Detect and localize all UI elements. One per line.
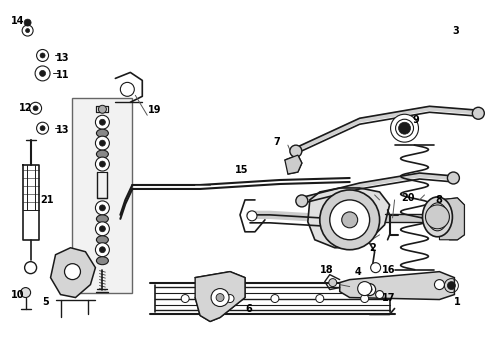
- Circle shape: [246, 211, 256, 221]
- Circle shape: [366, 287, 371, 292]
- Circle shape: [341, 212, 357, 228]
- Circle shape: [357, 213, 367, 223]
- Circle shape: [64, 264, 81, 280]
- Circle shape: [181, 294, 189, 302]
- Circle shape: [99, 205, 105, 211]
- Circle shape: [99, 140, 105, 146]
- Text: 7: 7: [272, 137, 279, 147]
- Circle shape: [447, 282, 454, 289]
- Text: 4: 4: [354, 267, 361, 276]
- Text: 1: 1: [453, 297, 460, 306]
- Circle shape: [20, 288, 31, 298]
- Circle shape: [37, 122, 48, 134]
- Circle shape: [30, 102, 41, 114]
- Circle shape: [319, 190, 379, 250]
- Text: 12: 12: [19, 103, 32, 113]
- Circle shape: [425, 205, 448, 229]
- Polygon shape: [50, 248, 95, 298]
- Circle shape: [315, 294, 323, 302]
- Ellipse shape: [96, 236, 108, 244]
- Circle shape: [447, 172, 458, 184]
- Text: 14: 14: [11, 15, 24, 26]
- Circle shape: [99, 161, 105, 167]
- Circle shape: [40, 53, 45, 58]
- Circle shape: [37, 50, 48, 62]
- Circle shape: [270, 294, 278, 302]
- Circle shape: [363, 284, 375, 296]
- Text: 10: 10: [11, 289, 24, 300]
- Circle shape: [95, 115, 109, 129]
- Ellipse shape: [96, 150, 108, 158]
- Text: 21: 21: [41, 195, 54, 205]
- Text: 8: 8: [435, 195, 442, 205]
- Circle shape: [40, 71, 45, 76]
- Circle shape: [40, 126, 45, 131]
- Circle shape: [95, 222, 109, 236]
- Circle shape: [95, 201, 109, 215]
- Circle shape: [33, 106, 38, 111]
- Circle shape: [289, 145, 301, 157]
- Circle shape: [370, 263, 380, 273]
- Circle shape: [24, 262, 37, 274]
- Text: 6: 6: [244, 305, 251, 315]
- Text: 20: 20: [401, 193, 414, 203]
- Circle shape: [25, 28, 30, 32]
- Circle shape: [216, 293, 224, 302]
- Circle shape: [225, 294, 234, 302]
- Circle shape: [395, 119, 413, 137]
- Text: 16: 16: [381, 265, 394, 275]
- Ellipse shape: [96, 129, 108, 137]
- Circle shape: [95, 157, 109, 171]
- Polygon shape: [339, 272, 453, 300]
- Circle shape: [35, 66, 50, 81]
- Text: 19: 19: [148, 105, 162, 115]
- Text: 5: 5: [42, 297, 49, 306]
- Circle shape: [295, 195, 307, 207]
- Text: 2: 2: [369, 243, 376, 253]
- Text: 18: 18: [319, 265, 333, 275]
- Circle shape: [328, 279, 336, 287]
- Circle shape: [357, 282, 371, 296]
- Circle shape: [433, 280, 444, 289]
- Circle shape: [375, 291, 383, 298]
- Circle shape: [98, 105, 106, 113]
- Text: 9: 9: [412, 115, 418, 125]
- Circle shape: [401, 125, 407, 131]
- Circle shape: [99, 247, 105, 253]
- Circle shape: [390, 114, 418, 142]
- Polygon shape: [439, 198, 464, 240]
- Text: 13: 13: [56, 54, 69, 63]
- Polygon shape: [307, 188, 389, 248]
- Circle shape: [120, 82, 134, 96]
- Circle shape: [95, 136, 109, 150]
- Text: 15: 15: [235, 165, 248, 175]
- Ellipse shape: [422, 197, 451, 237]
- Circle shape: [99, 226, 105, 232]
- Circle shape: [398, 122, 410, 134]
- Polygon shape: [285, 155, 301, 174]
- Text: 11: 11: [56, 71, 69, 80]
- Circle shape: [99, 119, 105, 125]
- Circle shape: [95, 243, 109, 257]
- Text: 13: 13: [56, 125, 69, 135]
- Circle shape: [360, 294, 368, 302]
- Text: 17: 17: [381, 293, 394, 302]
- Ellipse shape: [427, 203, 447, 231]
- Ellipse shape: [96, 257, 108, 265]
- Circle shape: [22, 25, 33, 36]
- Circle shape: [329, 200, 369, 240]
- Text: 3: 3: [451, 26, 458, 36]
- Bar: [72, 98, 132, 293]
- Circle shape: [211, 289, 228, 306]
- Ellipse shape: [96, 215, 108, 223]
- Polygon shape: [195, 272, 244, 321]
- Circle shape: [471, 107, 483, 119]
- Circle shape: [24, 19, 31, 26]
